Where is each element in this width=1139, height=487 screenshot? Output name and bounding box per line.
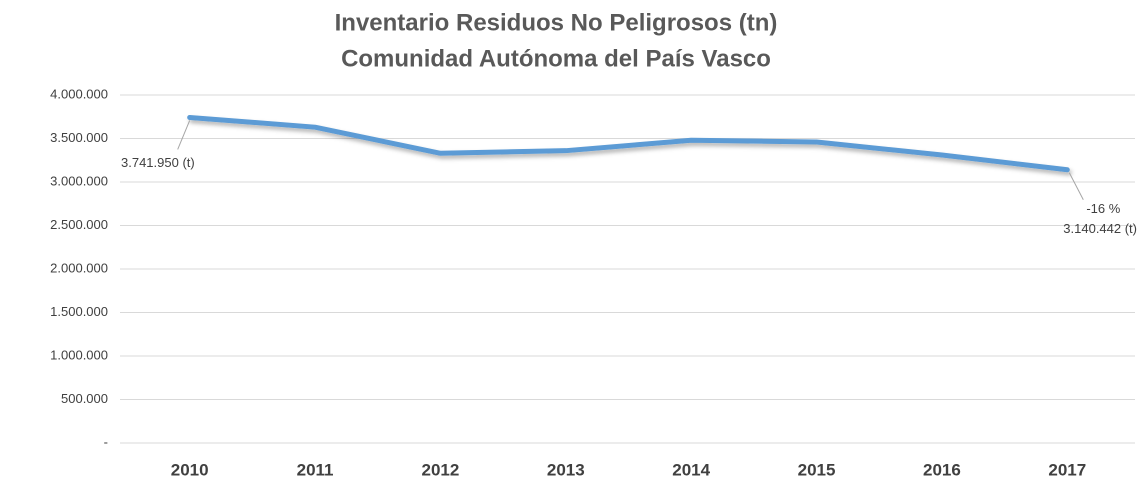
leader-line xyxy=(177,120,191,150)
x-tick-label: 2013 xyxy=(547,460,585,479)
data-label: 3.741.950 (t) xyxy=(121,155,195,170)
y-tick-label: 2.500.000 xyxy=(50,217,108,232)
y-tick-label: 1.500.000 xyxy=(50,304,108,319)
y-tick-label: 2.000.000 xyxy=(50,260,108,275)
x-tick-label: 2015 xyxy=(798,460,836,479)
x-tick-label: 2016 xyxy=(923,460,961,479)
y-tick-label: 3.500.000 xyxy=(50,130,108,145)
y-tick-label: 1.000.000 xyxy=(50,347,108,362)
x-tick-label: 2017 xyxy=(1048,460,1086,479)
x-tick-label: 2011 xyxy=(297,460,334,479)
leader-line xyxy=(1068,172,1084,201)
chart-title: Inventario Residuos No Peligrosos (tn) xyxy=(335,9,778,36)
x-tick-label: 2012 xyxy=(422,460,460,479)
y-tick-label: 500.000 xyxy=(61,391,108,406)
x-tick-label: 2014 xyxy=(672,460,710,479)
data-label: 3.140.442 (t) xyxy=(1063,221,1137,236)
y-tick-label: 4.000.000 xyxy=(50,86,108,101)
y-tick-label: 3.000.000 xyxy=(50,173,108,188)
x-tick-label: 2010 xyxy=(171,460,209,479)
annotation: -16 % xyxy=(1086,201,1120,216)
data-line xyxy=(187,114,1070,173)
y-tick-label: - xyxy=(104,434,108,449)
chart-subtitle: Comunidad Autónoma del País Vasco xyxy=(341,45,771,72)
